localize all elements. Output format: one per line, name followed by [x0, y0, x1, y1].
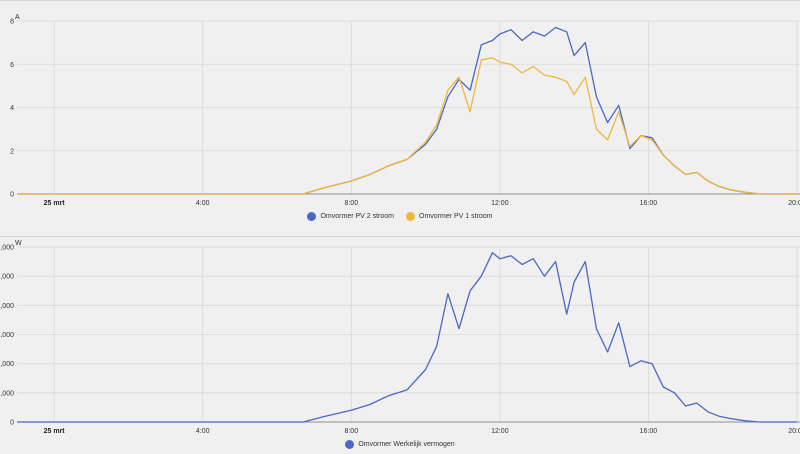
y-tick-label: 5,000 — [0, 274, 14, 281]
current-chart: 0 2 4 6 8 25 mrt 4:00 8:00 12:00 16:00 20:00 A — [10, 14, 800, 207]
legend-label-pv2: Omvormer PV 2 stroom — [320, 213, 394, 220]
x-tick-label: 4:00 — [196, 200, 210, 207]
y-unit-label: W — [15, 240, 22, 247]
x-tick-label: 16:00 — [640, 200, 658, 207]
legend-label-power: Omvormer Werkelijk vermogen — [358, 441, 455, 448]
x-tick-label: 12:00 — [491, 200, 509, 207]
x-tick-label: 4:00 — [196, 428, 210, 435]
y-tick-label: 3,000 — [0, 332, 14, 339]
y-tick-label: 6,000 — [0, 245, 14, 252]
series-line-1-0 — [17, 252, 797, 423]
y-tick-label: 4,000 — [0, 303, 14, 310]
power-chart-panel: 0 1,000 2,000 3,000 4,000 5,000 6,000 25 mrt 4:0… — [0, 236, 800, 454]
y-tick-label: 8 — [10, 19, 14, 26]
y-tick-label: 6 — [10, 62, 14, 69]
legend-item-pv1[interactable]: Omvormer PV 1 stroom — [406, 212, 493, 221]
legend-item-power[interactable]: Omvormer Werkelijk vermogen — [345, 440, 455, 449]
x-tick-label: 20:00 — [788, 200, 800, 207]
y-tick-label: 0 — [10, 192, 14, 199]
current-chart-panel: 0 2 4 6 8 25 mrt 4:00 8:00 12:00 16:00 20:00 A Omvo… — [0, 0, 800, 221]
x-tick-label: 16:00 — [640, 428, 658, 435]
legend-dot-pv1-icon — [406, 212, 415, 221]
legend-label-pv1: Omvormer PV 1 stroom — [419, 213, 493, 220]
power-chart-legend: Omvormer Werkelijk vermogen — [0, 440, 800, 449]
series-line-0-1 — [17, 57, 797, 195]
y-tick-label: 1,000 — [0, 390, 14, 397]
x-tick-label: 25 mrt — [44, 428, 66, 435]
y-tick-label: 2 — [10, 148, 14, 155]
legend-dot-pv2-icon — [307, 212, 317, 221]
y-tick-label: 0 — [10, 420, 14, 427]
x-tick-label: 8:00 — [344, 428, 358, 435]
series-line-0-0 — [17, 26, 797, 195]
x-tick-label: 12:00 — [491, 428, 509, 435]
legend-dot-power-icon — [345, 440, 355, 449]
legend-item-pv2[interactable]: Omvormer PV 2 stroom — [307, 212, 394, 221]
power-chart: 0 1,000 2,000 3,000 4,000 5,000 6,000 25 mrt 4:0… — [0, 240, 800, 435]
x-tick-label: 20:00 — [788, 428, 800, 435]
y-tick-label: 4 — [10, 105, 14, 112]
current-chart-legend: Omvormer PV 2 stroom Omvormer PV 1 stroo… — [0, 212, 800, 221]
y-tick-label: 2,000 — [0, 361, 14, 368]
y-unit-label: A — [15, 14, 20, 21]
x-tick-label: 8:00 — [344, 200, 358, 207]
x-tick-label: 25 mrt — [44, 200, 66, 207]
